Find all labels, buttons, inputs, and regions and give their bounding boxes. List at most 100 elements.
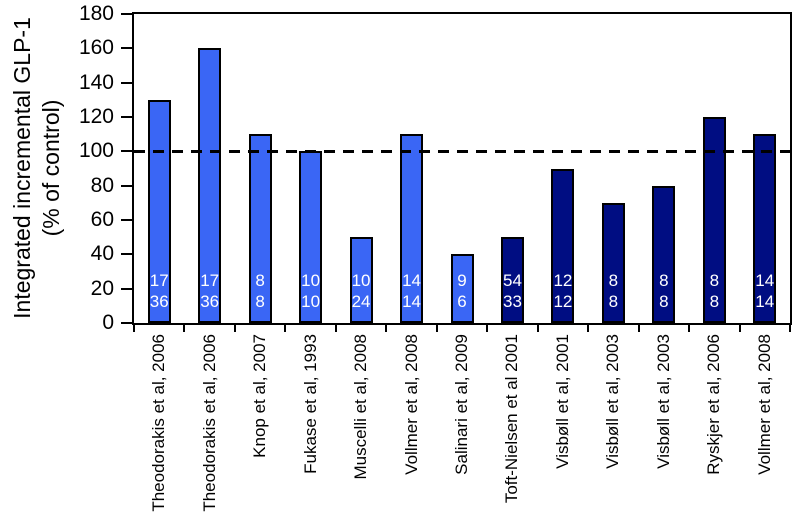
- x-category-label-text: Visbøll et al, 2001: [552, 334, 572, 469]
- bar-n-top: 12: [553, 271, 573, 290]
- x-category-label-text: Muscelli et al, 2008: [351, 334, 371, 480]
- y-tick-label: 100: [78, 139, 114, 163]
- y-tick-label: 140: [78, 70, 114, 94]
- bar: 10 24: [349, 237, 373, 323]
- y-tick: [121, 116, 133, 118]
- bar-n-bottom: 33: [502, 291, 522, 311]
- bar-n-top: 10: [351, 270, 371, 290]
- bar-n-bottom: 14: [402, 291, 421, 311]
- bar-n-top: 54: [502, 270, 522, 290]
- x-tick: [486, 325, 489, 332]
- bar-n-bottom: 12: [553, 292, 573, 311]
- bar-n-values: 17 36: [200, 270, 219, 312]
- bar-n-values: 12 12: [553, 270, 572, 312]
- bar: 17 36: [147, 99, 171, 323]
- x-category-label-text: Visbøll et al, 2003: [653, 334, 673, 469]
- x-category-label-text: Visbøll et al, 2003: [603, 334, 623, 469]
- x-tick: [233, 325, 236, 332]
- y-tick: [121, 322, 133, 324]
- bar-n-bottom: 8: [255, 291, 265, 311]
- y-tick-label: 120: [78, 105, 114, 128]
- y-axis-title-line1: Integrated incremental GLP-1: [9, 17, 35, 319]
- bar-n-top: 8: [255, 270, 265, 290]
- x-tick: [133, 325, 135, 332]
- bar-n-top: 8: [709, 271, 720, 290]
- x-tick: [334, 325, 337, 332]
- x-category-label-text: Theodorakis et al, 2006: [199, 334, 219, 512]
- x-category-label-text: Theodorakis et al, 2006: [149, 334, 169, 512]
- y-tick: [121, 150, 133, 153]
- bar-n-values: 10 24: [352, 270, 371, 312]
- bar: 10 10: [299, 151, 323, 323]
- y-tick-label: 20: [90, 276, 114, 300]
- bar: 17 36: [198, 48, 222, 323]
- bar-n-top: 17: [149, 270, 169, 290]
- y-tick-label: 180: [78, 2, 114, 25]
- x-tick: [385, 325, 388, 332]
- x-tick: [536, 325, 539, 332]
- bar: 54 33: [500, 237, 524, 323]
- y-tick-label: 40: [90, 242, 114, 266]
- bar-n-values: 17 36: [150, 270, 169, 312]
- reference-line-100pct: [134, 150, 790, 153]
- bar-n-values: 14 14: [402, 270, 421, 312]
- x-tick: [688, 325, 691, 332]
- bar-n-top: 8: [608, 270, 619, 290]
- bar-n-top: 10: [301, 270, 321, 290]
- bar-n-bottom: 6: [457, 291, 467, 311]
- x-tick: [637, 325, 640, 332]
- x-tick: [789, 325, 791, 332]
- bar-n-bottom: 8: [659, 291, 669, 311]
- bar-n-top: 9: [457, 270, 467, 290]
- bar-n-bottom: 36: [200, 291, 220, 311]
- bar-n-bottom: 36: [149, 291, 169, 311]
- bar: 14 14: [753, 134, 777, 323]
- y-tick: [121, 219, 133, 221]
- bar-n-values: 14 14: [755, 270, 774, 312]
- bar-n-bottom: 8: [608, 291, 619, 311]
- y-tick: [121, 47, 133, 50]
- x-category-label-text: Fukase et al, 1993: [300, 334, 320, 474]
- bar: 12 12: [551, 168, 575, 323]
- x-category-label-text: Knop et al, 2007: [250, 334, 270, 458]
- x-category-label-text: Salinari et al, 2009: [452, 334, 471, 475]
- bar-n-bottom: 10: [301, 291, 321, 311]
- y-tick-label: 160: [78, 36, 114, 60]
- x-tick: [738, 325, 741, 332]
- x-category-label-text: Toft-Nielsen et al 2001: [502, 334, 522, 504]
- bar-n-values: 10 10: [301, 270, 320, 312]
- bar-n-bottom: 8: [709, 292, 720, 311]
- bar-n-values: 54 33: [503, 270, 522, 312]
- y-tick-label: 0: [102, 311, 114, 334]
- y-tick: [121, 253, 133, 256]
- bar-n-bottom: 14: [755, 291, 775, 311]
- x-category-label-text: Ryskjer et al, 2006: [704, 334, 724, 475]
- x-category-label-text: Vollmer et al, 2008: [754, 334, 774, 475]
- bar-n-top: 14: [402, 270, 421, 290]
- y-tick-label: 60: [90, 208, 114, 231]
- y-tick: [121, 184, 133, 187]
- bar-n-bottom: 24: [351, 291, 371, 311]
- bar-n-top: 14: [755, 270, 775, 290]
- y-tick: [121, 13, 133, 15]
- bar: 14 14: [400, 134, 424, 323]
- x-tick: [284, 325, 287, 332]
- x-tick: [587, 325, 590, 332]
- y-tick: [121, 81, 133, 84]
- y-tick-label: 80: [90, 173, 114, 197]
- bar-n-top: 17: [200, 270, 220, 290]
- x-tick: [183, 325, 186, 332]
- x-category-label-text: Vollmer et al, 2008: [401, 334, 421, 475]
- bar-n-top: 8: [659, 270, 669, 290]
